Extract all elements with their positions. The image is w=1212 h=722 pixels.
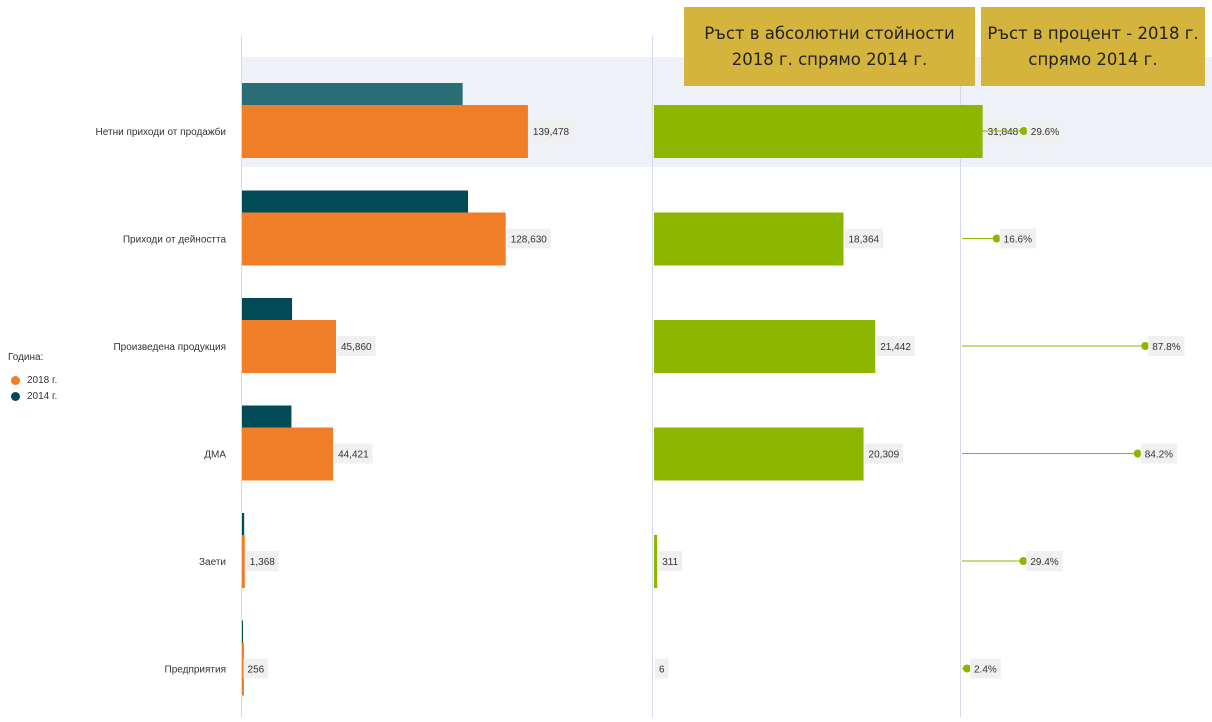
- bar-2014[interactable]: [242, 513, 245, 535]
- growth-bar[interactable]: [654, 105, 983, 158]
- bar-2014[interactable]: [242, 83, 463, 105]
- growth-data-label: 21,442: [880, 342, 911, 353]
- legend-label-2018: 2018 г.: [27, 374, 58, 386]
- percent-data-label-bg: [1026, 551, 1063, 571]
- growth-bar[interactable]: [654, 212, 844, 266]
- bar-2014[interactable]: [242, 298, 293, 320]
- category-label: Приходи от дейността: [123, 235, 227, 246]
- lollipop-dot[interactable]: [992, 234, 1001, 243]
- percent-data-label-bg: [970, 658, 1001, 679]
- data-label-2018-bg: [337, 336, 376, 356]
- legend-item-2014[interactable]: 2014 г.: [8, 388, 57, 404]
- data-label-2018-bg: [506, 228, 551, 249]
- percent-growth-header: Ръст в процент - 2018 г. спрямо 2014 г.: [981, 7, 1205, 86]
- legend-title: Година:: [8, 352, 44, 363]
- percent-data-label: 84.2%: [1145, 450, 1173, 461]
- data-label-2018: 44,421: [338, 450, 369, 461]
- category-label: Заети: [199, 557, 226, 568]
- legend-label-2014: 2014 г.: [27, 390, 58, 402]
- legend-marker-2018: [11, 375, 20, 385]
- growth-data-label-bg: [864, 443, 904, 464]
- percent-data-label-bg: [1026, 121, 1064, 141]
- bar-2014[interactable]: [242, 620, 243, 643]
- percent-data-label-bg: [1148, 336, 1185, 356]
- growth-data-label: 31,848: [988, 127, 1019, 138]
- bar-2018[interactable]: [242, 212, 506, 266]
- data-label-2018-bg: [334, 443, 373, 464]
- data-label-2018-bg: [528, 121, 574, 141]
- absolute-growth-header: Ръст в абсолютни стойности 2018 г. спрям…: [684, 7, 975, 86]
- percent-data-label: 29.4%: [1030, 557, 1058, 568]
- data-label-2018: 45,860: [341, 342, 372, 353]
- growth-data-label: 18,364: [848, 235, 879, 246]
- category-label: Предприятия: [165, 665, 226, 676]
- growth-data-label: 6: [659, 665, 665, 676]
- percent-data-label: 16.6%: [1004, 235, 1032, 246]
- percent-data-label: 87.8%: [1152, 342, 1180, 353]
- bar-2018[interactable]: [242, 320, 337, 373]
- lollipop-dot[interactable]: [1019, 557, 1028, 565]
- lollipop-dot[interactable]: [1141, 342, 1150, 350]
- data-label-2018-bg: [245, 551, 279, 571]
- growth-bar[interactable]: [654, 320, 876, 373]
- lollipop-dot[interactable]: [1133, 449, 1142, 458]
- bar-2014[interactable]: [242, 190, 469, 213]
- growth-data-label-bg: [876, 336, 915, 356]
- bar-2018[interactable]: [242, 105, 528, 158]
- bar-2014[interactable]: [242, 405, 292, 428]
- lollipop-dot[interactable]: [963, 664, 972, 673]
- lollipop-dot[interactable]: [1019, 127, 1028, 135]
- legend-item-2018[interactable]: 2018 г.: [8, 372, 57, 388]
- legend-marker-2014: [11, 391, 20, 401]
- data-label-2018: 1,368: [250, 557, 275, 568]
- growth-data-label: 20,309: [869, 450, 900, 461]
- bar-2018[interactable]: [242, 642, 244, 696]
- data-label-2018-bg: [243, 658, 269, 679]
- growth-data-label-bg: [844, 228, 884, 249]
- growth-data-label-bg: [655, 658, 669, 679]
- legend: Година: 2018 г. 2014 г.: [8, 352, 57, 404]
- percent-data-label-bg: [1140, 443, 1178, 464]
- percent-data-label: 29.6%: [1031, 127, 1059, 138]
- data-label-2018: 256: [248, 665, 265, 676]
- growth-bar[interactable]: [654, 427, 864, 481]
- data-label-2018: 139,478: [533, 127, 570, 138]
- data-label-2018: 128,630: [511, 235, 548, 246]
- percent-data-label: 2.4%: [974, 665, 997, 676]
- bar-2018[interactable]: [242, 427, 334, 481]
- category-label: Произведена продукция: [113, 342, 226, 353]
- growth-data-label: 311: [662, 557, 678, 568]
- growth-bar[interactable]: [654, 535, 658, 588]
- category-label: ДМА: [204, 450, 226, 461]
- growth-data-label-bg: [658, 551, 683, 571]
- percent-data-label-bg: [999, 228, 1037, 249]
- bar-2018[interactable]: [242, 535, 245, 588]
- category-label: Нетни приходи от продажби: [96, 126, 226, 138]
